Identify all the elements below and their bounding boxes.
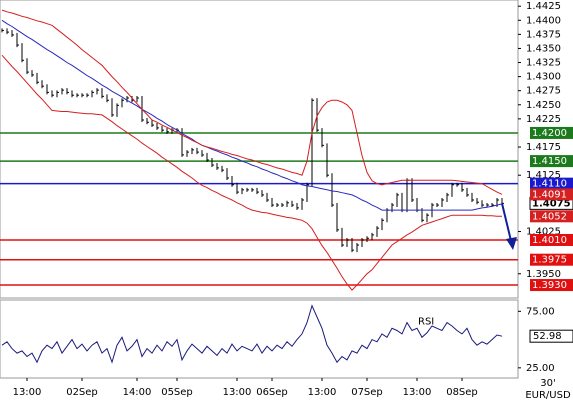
y-tick-label: 1.4025 [526, 227, 561, 238]
level-label: 1.4150 [532, 156, 567, 167]
last-value-label: 1.4075 [532, 198, 571, 209]
level-box [530, 126, 573, 139]
y-tick-label: 1.4275 [526, 86, 561, 97]
last-value-label: 1.4052 [532, 211, 567, 222]
x-tick-label: 07Sep [351, 387, 383, 398]
y-tick-label: 1.4225 [526, 114, 561, 125]
y-tick-label: 1.4425 [526, 1, 561, 12]
level-box [530, 233, 573, 246]
y-tick-label: 1.4125 [526, 170, 561, 181]
rsi-name: RSI [418, 316, 434, 327]
symbol: EUR/USD [525, 390, 571, 400]
x-tick-label: 13:00 [13, 387, 42, 398]
level-box [530, 155, 573, 168]
y-tick-label: 1.4300 [526, 72, 561, 83]
rsi-tick-label: 75.00 [526, 306, 555, 317]
y-tick-label: 1.3950 [526, 269, 561, 280]
level-box [530, 279, 573, 292]
last-value-box [530, 188, 573, 201]
rsi-last-label: 52.98 [533, 331, 562, 342]
band-line [1, 19, 503, 211]
rsi-panel [0, 299, 519, 379]
last-value-label: 1.4091 [532, 189, 567, 200]
level-label: 1.4110 [532, 179, 567, 190]
forecast-arrow [501, 203, 513, 246]
x-tick-label: 13:00 [308, 387, 337, 398]
y-tick-label: 1.4325 [526, 58, 561, 69]
y-tick-label: 1.4175 [526, 142, 561, 153]
y-tick-label: 1.4250 [526, 100, 561, 111]
rsi-line [1, 304, 503, 364]
x-tick-label: 02Sep [66, 387, 98, 398]
y-tick-label: 1.4375 [526, 29, 561, 40]
x-tick-label: 06Sep [256, 387, 288, 398]
x-tick-label: 08Sep [446, 387, 478, 398]
x-tick-label: 13:00 [403, 387, 432, 398]
band-line [1, 9, 503, 195]
level-box [530, 253, 573, 266]
y-tick-label: 1.4400 [526, 15, 561, 26]
level-label: 1.3930 [532, 280, 567, 291]
x-tick-label: 05Sep [161, 387, 193, 398]
level-label: 1.4010 [532, 235, 567, 246]
level-box [530, 177, 573, 190]
x-tick-label: 13:00 [223, 387, 252, 398]
x-tick-label: 14:00 [123, 387, 152, 398]
band-line [1, 54, 502, 291]
rsi-tick-label: 25.00 [526, 363, 555, 374]
forecast-arrowhead [506, 236, 517, 250]
rsi-last-box [529, 329, 573, 343]
y-tick-label: 1.4350 [526, 43, 561, 54]
level-label: 1.3975 [532, 255, 567, 266]
level-label: 1.4200 [532, 128, 567, 139]
last-value-box [530, 210, 573, 223]
timeframe: 30' [540, 378, 555, 389]
price-panel [0, 0, 519, 299]
